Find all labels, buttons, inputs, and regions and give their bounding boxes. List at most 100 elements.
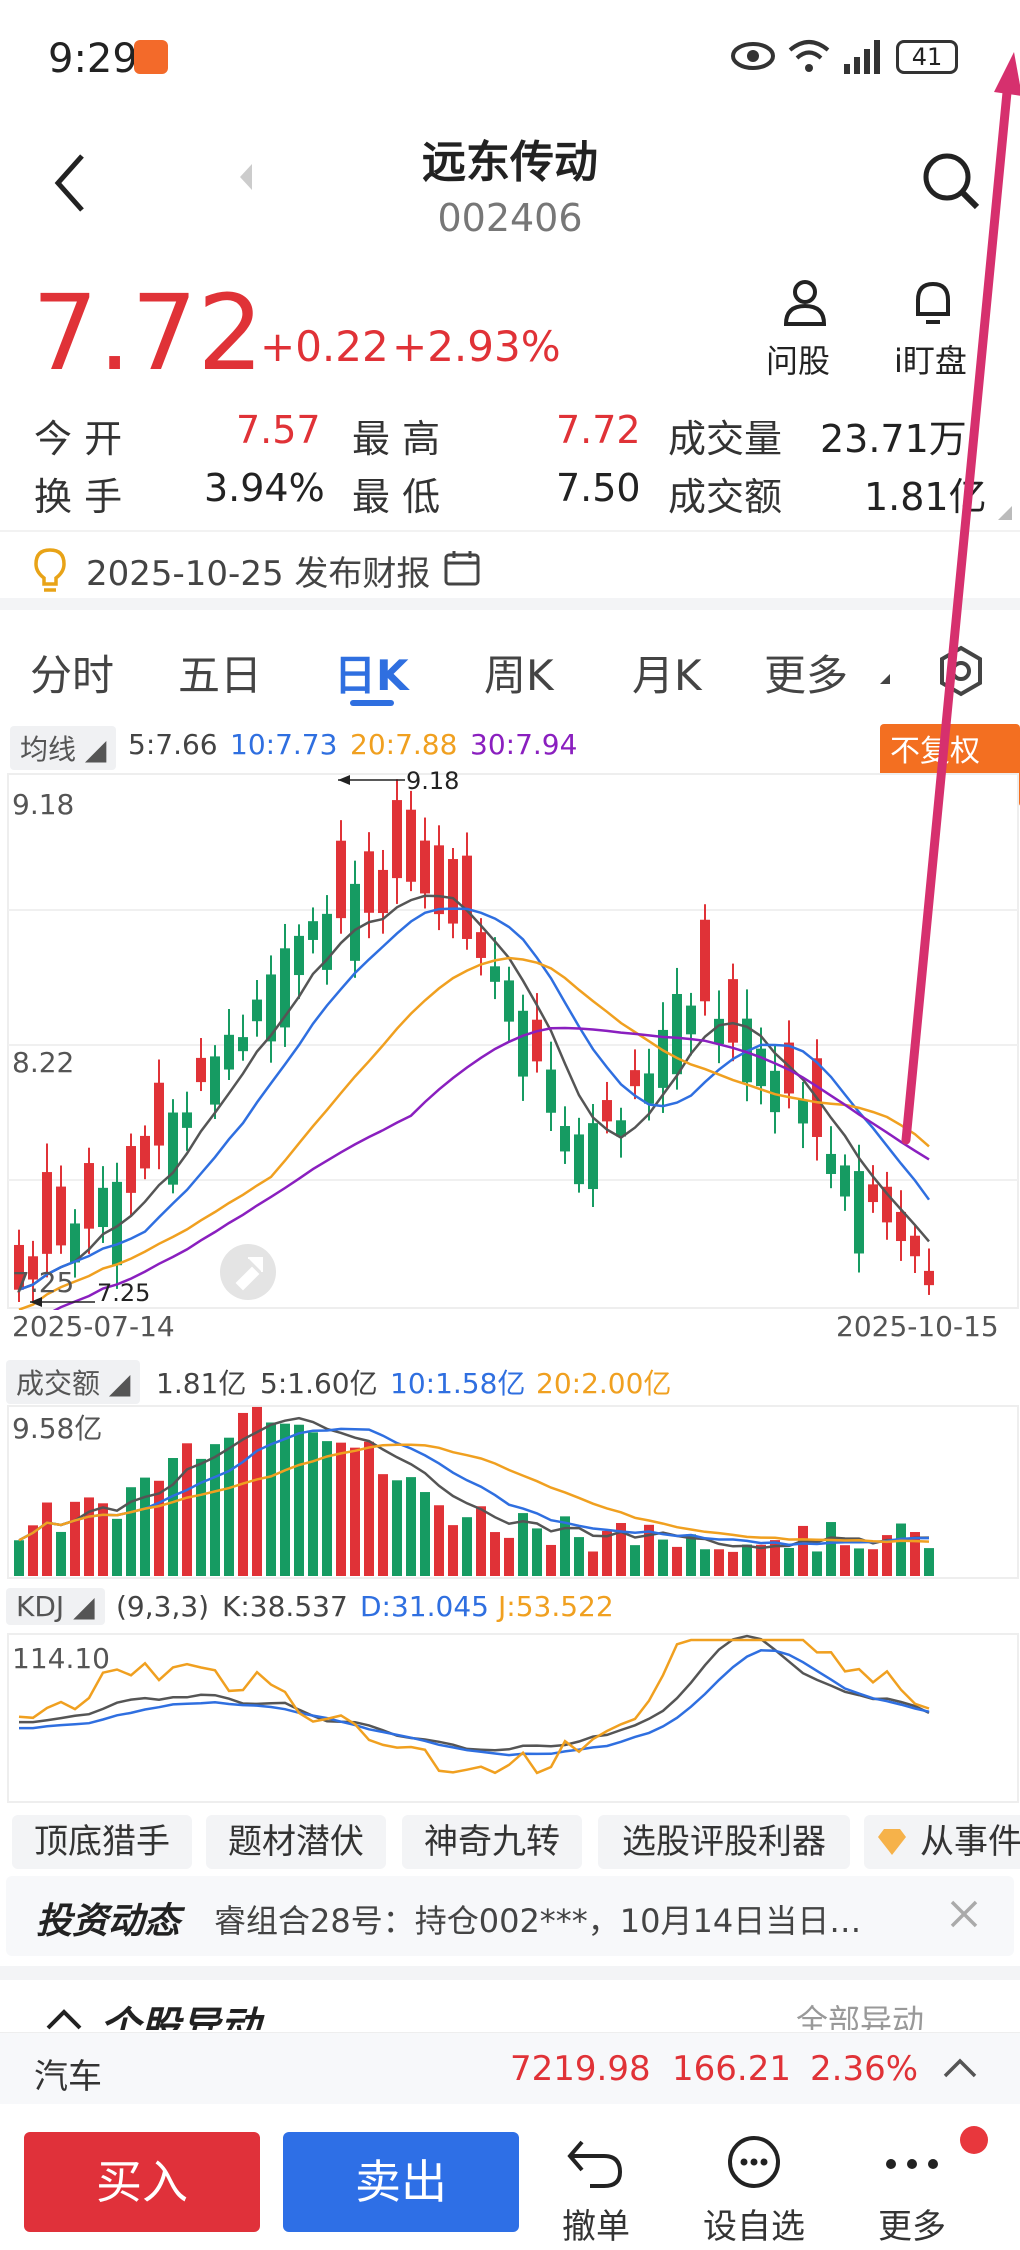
settings-gear-icon[interactable] bbox=[934, 644, 988, 698]
movement-header[interactable]: 个股异动 全部异动 bbox=[0, 1990, 1020, 2030]
amount-bar bbox=[728, 1551, 738, 1576]
indicator-selector[interactable]: 成交额 ◢ bbox=[6, 1360, 141, 1404]
turnover-value: 3.94% bbox=[204, 466, 325, 510]
candle-body bbox=[546, 1069, 556, 1113]
feature-event-label: 从事件 bbox=[920, 1822, 1020, 1862]
movement-link[interactable]: 全部异动 bbox=[796, 2002, 925, 2030]
candle-body bbox=[882, 1186, 892, 1223]
amount-bar bbox=[350, 1447, 360, 1576]
more-button[interactable]: 更多 bbox=[852, 2134, 972, 2248]
bottom-toolbar: 买入 卖出 撤单 设自选 更多 bbox=[0, 2104, 1020, 2250]
active-tab-indicator bbox=[350, 700, 394, 706]
feature-nine-turn[interactable]: 神奇九转 bbox=[402, 1815, 582, 1869]
amount-chart[interactable]: 9.58亿 bbox=[0, 1404, 1020, 1580]
report-notice[interactable]: 2025-10-25 发布财报 bbox=[0, 530, 1020, 610]
sector-name: 汽车 bbox=[34, 2057, 102, 2097]
y-axis-mid: 8.22 bbox=[12, 1046, 74, 1079]
ma10-line bbox=[18, 907, 931, 1291]
candle-body bbox=[840, 1165, 850, 1197]
amount-label: 成交额 bbox=[668, 475, 783, 519]
feature-theme[interactable]: 题材潜伏 bbox=[206, 1815, 386, 1869]
candle-body bbox=[490, 966, 500, 982]
kdj-j: J:53.522 bbox=[498, 1590, 614, 1623]
prev-stock-icon[interactable] bbox=[236, 160, 256, 194]
ma20-line bbox=[18, 956, 930, 1310]
amount-bar bbox=[560, 1516, 570, 1576]
candle-body bbox=[798, 1099, 808, 1124]
sell-button[interactable]: 卖出 bbox=[283, 2132, 519, 2232]
cancel-order-button[interactable]: 撤单 bbox=[536, 2134, 656, 2248]
tab-five-day[interactable]: 五日 bbox=[178, 651, 263, 700]
watch-button[interactable] bbox=[904, 278, 962, 332]
ask-stock-button[interactable] bbox=[770, 278, 840, 330]
amount-bar bbox=[168, 1458, 178, 1576]
amount-bar bbox=[182, 1443, 192, 1576]
candle-body bbox=[434, 845, 444, 915]
search-icon[interactable] bbox=[920, 150, 982, 212]
chart-period-tabs: 分时 五日 日K 周K 月K 更多 bbox=[0, 620, 1020, 720]
status-time: 9:29 bbox=[48, 36, 138, 82]
back-chevron-icon[interactable] bbox=[50, 152, 90, 214]
close-icon[interactable] bbox=[946, 1896, 982, 1932]
kdj-selector[interactable]: KDJ ◢ bbox=[6, 1588, 105, 1625]
amount-bar bbox=[56, 1531, 66, 1576]
amount-bar bbox=[518, 1513, 528, 1576]
candle-body bbox=[70, 1223, 80, 1263]
feature-event[interactable]: 从事件 bbox=[864, 1815, 1020, 1869]
high-value: 7.72 bbox=[556, 408, 641, 452]
amount-ma20-line bbox=[18, 1443, 930, 1544]
candle-body bbox=[392, 800, 402, 879]
feature-top-bottom[interactable]: 顶底猎手 bbox=[12, 1815, 192, 1869]
collapse-chevron-icon bbox=[46, 2009, 82, 2030]
expand-corner-icon[interactable] bbox=[996, 504, 1014, 522]
adjust-label: 不复权 bbox=[890, 734, 980, 769]
date-end: 2025-10-15 bbox=[836, 1310, 999, 1343]
amount-bar bbox=[602, 1530, 612, 1576]
candle-body bbox=[224, 1034, 234, 1070]
amount-bar bbox=[896, 1523, 906, 1576]
amount-bar bbox=[504, 1537, 514, 1576]
tab-weekly-k[interactable]: 周K bbox=[484, 651, 554, 700]
tab-timeshare[interactable]: 分时 bbox=[30, 651, 115, 700]
kdj-d: D:31.045 bbox=[360, 1590, 489, 1623]
sector-bar[interactable]: 汽车 7219.98 166.21 2.36% bbox=[0, 2032, 1020, 2104]
person-icon bbox=[783, 280, 827, 326]
candle-body bbox=[350, 883, 360, 961]
buy-button[interactable]: 买入 bbox=[24, 2132, 260, 2232]
amount-bar bbox=[490, 1532, 500, 1576]
price-change-pct: +2.93% bbox=[392, 322, 561, 371]
status-bar: 9:29 41 bbox=[0, 0, 1020, 120]
feature-stock-picker[interactable]: 选股评股利器 bbox=[598, 1815, 850, 1869]
candle-body bbox=[322, 913, 332, 970]
amount-bar bbox=[910, 1532, 920, 1576]
amount-bar bbox=[784, 1547, 794, 1576]
tab-monthly-k[interactable]: 月K bbox=[632, 651, 702, 700]
news-banner[interactable]: 投资动态 睿组合28号：持仓002***，10月14日当日… bbox=[6, 1876, 1014, 1956]
y-axis-high: 9.18 bbox=[12, 788, 74, 821]
amount-bar bbox=[196, 1458, 206, 1576]
add-watchlist-button[interactable]: 设自选 bbox=[694, 2134, 814, 2248]
wifi-icon bbox=[788, 40, 830, 72]
ma-selector[interactable]: 均线 ◢ bbox=[10, 726, 117, 770]
amount-bar bbox=[420, 1492, 430, 1576]
battery-icon: 41 bbox=[896, 40, 958, 74]
amount-bar bbox=[644, 1524, 654, 1576]
open-label: 今 开 bbox=[34, 417, 123, 461]
candle-body bbox=[140, 1135, 150, 1169]
amount-legend: 成交额 ◢ 1.81亿 5:1.60亿 10:1.58亿 20:2.00亿 bbox=[0, 1360, 1020, 1404]
more-label: 更多 bbox=[878, 2207, 946, 2247]
tab-daily-k[interactable]: 日K bbox=[334, 651, 409, 700]
candle-body bbox=[182, 1112, 192, 1128]
candle-body bbox=[364, 851, 374, 913]
candle-body bbox=[168, 1112, 178, 1185]
calendar-icon[interactable] bbox=[442, 548, 482, 588]
kline-chart[interactable]: 9.18 7.25 9.18 8.22 7.25 bbox=[0, 770, 1020, 1310]
movement-title: 个股异动 bbox=[100, 2004, 260, 2030]
amount-bar bbox=[588, 1551, 598, 1576]
kdj-d-line bbox=[19, 1649, 930, 1757]
tab-more[interactable]: 更多 bbox=[764, 651, 849, 700]
sector-value: 7219.98 bbox=[510, 2049, 651, 2089]
kdj-chart[interactable]: 114.10 bbox=[0, 1632, 1020, 1804]
expand-up-icon[interactable] bbox=[942, 2057, 978, 2079]
indicator-selector-label: 成交额 bbox=[16, 1367, 101, 1400]
